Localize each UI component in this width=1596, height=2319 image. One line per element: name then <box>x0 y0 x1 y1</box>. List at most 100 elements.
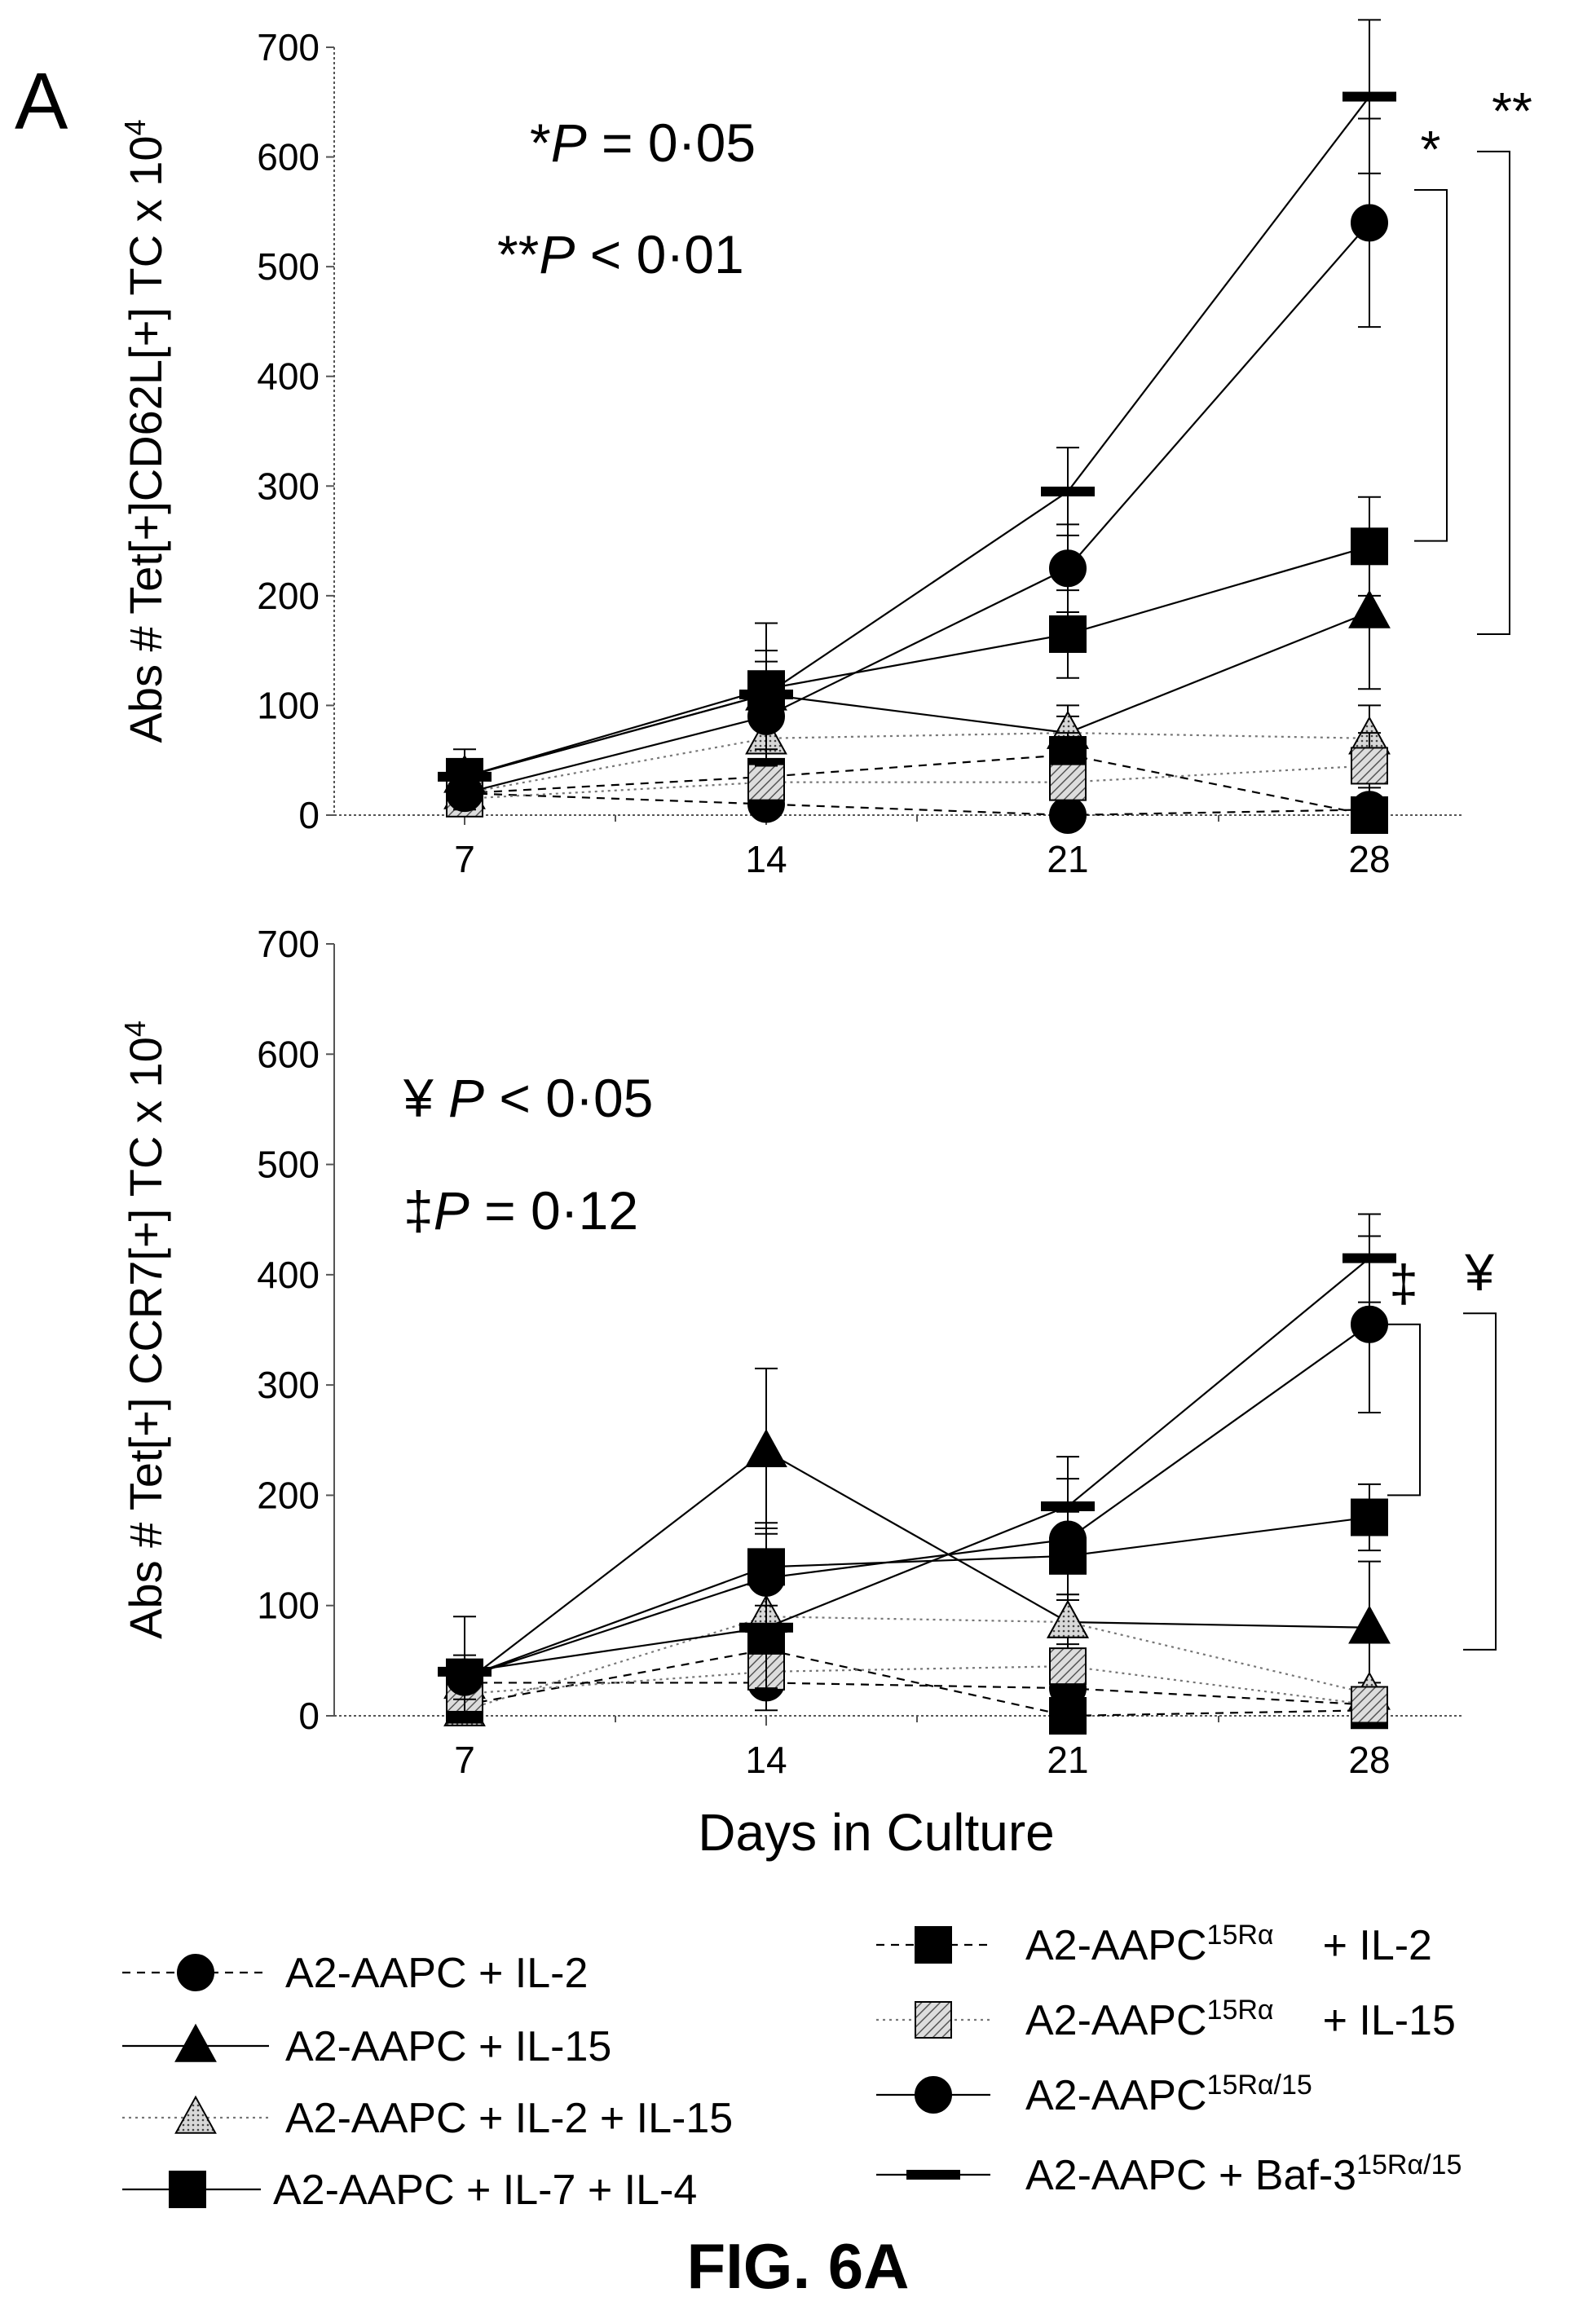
y-tick-label: 300 <box>257 465 320 507</box>
data-point <box>1049 763 1087 801</box>
legend-marker <box>915 2001 952 2039</box>
series-a2_il15 <box>443 1367 1391 1700</box>
series-line <box>464 1449 1370 1684</box>
y-tick-label: 600 <box>257 1033 320 1075</box>
series-line <box>464 753 1370 817</box>
significance-label: ‡ <box>1389 1254 1418 1313</box>
series-a2_il2 <box>446 774 1388 834</box>
legend-label-superscript: 15Rα/15 <box>1207 2070 1312 2101</box>
series-r15 <box>446 117 1388 813</box>
data-point <box>1348 1605 1391 1644</box>
significance-label: * <box>1421 120 1441 179</box>
data-point <box>739 1622 793 1633</box>
series-line <box>464 731 1370 795</box>
data-point <box>1047 1599 1089 1638</box>
y-axis-label-superscript: 4 <box>118 1021 152 1037</box>
legend-label-tail: + IL-15 <box>1323 1997 1456 2044</box>
annotation-p: P <box>448 1068 484 1128</box>
ccr7-chart: 0 100 200 300 400 500 600 700 7 14 21 28 Abs # Tet[+… <box>118 923 1497 1862</box>
y-axis-label: Abs # Tet[+]CD62L[+] TC x 104 <box>118 119 172 743</box>
y-tick-label: 200 <box>257 1474 320 1516</box>
x-tick-label: 21 <box>1047 1739 1088 1781</box>
data-point <box>1041 487 1095 497</box>
series-a2_il15 <box>443 534 1391 795</box>
y-tick-label: 600 <box>257 136 320 179</box>
panel-letter: A <box>15 56 68 146</box>
annotation-symbol: ¥ <box>403 1068 448 1128</box>
legend-entry-r_il15: A2-AAPC15Rα + IL-15 <box>876 1995 1456 2044</box>
legend-label-text: A2-AAPC <box>1025 2072 1207 2119</box>
y-tick-label: 500 <box>257 245 320 288</box>
legend-label: A2-AAPC15Rα/15 <box>1025 2070 1312 2119</box>
y-axis-label: Abs # Tet[+] CCR7[+] TC x 104 <box>118 1021 172 1639</box>
legend-label-superscript: 15Rα <box>1207 1995 1274 2026</box>
data-point <box>438 1666 492 1677</box>
legend-label: A2-AAPC + IL-2 + IL-15 <box>285 2095 733 2142</box>
series-line <box>464 1616 1370 1712</box>
significance-label: ¥ <box>1464 1243 1494 1302</box>
annotation: ¥ P < 0·05 <box>403 1068 653 1128</box>
legend-label: A2-AAPC + IL-2 <box>285 1950 588 1997</box>
legend-marker <box>177 1954 214 1991</box>
y-tick-label: 400 <box>257 1254 320 1296</box>
series-line <box>464 1648 1370 1717</box>
data-point <box>1351 1498 1388 1536</box>
legend-entry-r15: A2-AAPC15Rα/15 <box>876 2070 1312 2119</box>
series-a2_il2_il15 <box>443 704 1391 809</box>
legend-marker <box>174 2095 217 2134</box>
legend-marker <box>915 2076 952 2114</box>
legend-label-text: A2-AAPC + IL-2 <box>285 1950 588 1997</box>
data-point <box>1049 549 1087 588</box>
y-tick-label: 700 <box>257 923 320 965</box>
legend-label-text: A2-AAPC + IL-15 <box>285 2023 611 2070</box>
y-tick-label: 200 <box>257 575 320 617</box>
legend-label: A2-AAPC + IL-15 <box>285 2023 611 2070</box>
significance-bracket <box>1414 188 1448 542</box>
annotation: *P = 0·05 <box>530 112 756 173</box>
data-point <box>1342 91 1396 102</box>
legend-entry-a2_il7_il4: A2-AAPC + IL-7 + IL-4 <box>122 2167 697 2214</box>
x-tick-label: 14 <box>745 838 787 880</box>
legend: A2-AAPC + IL-2 A2-AAPC + IL-15 A2-AAPC + I… <box>122 1920 1462 2214</box>
x-tick-label: 28 <box>1348 838 1390 880</box>
annotation-text: = 0·12 <box>470 1180 638 1241</box>
y-tick-label: 0 <box>298 1695 320 1737</box>
series-line <box>464 791 1370 817</box>
legend-marker <box>169 2171 206 2208</box>
x-axis-label: Days in Culture <box>698 1803 1055 1862</box>
y-tick-label: 300 <box>257 1364 320 1406</box>
series-line <box>464 1516 1370 1678</box>
annotation-p: P <box>539 224 575 284</box>
legend-label: A2-AAPC + Baf-315Rα/15 <box>1025 2149 1462 2199</box>
y-tick-label: 700 <box>257 26 320 68</box>
series-baf3 <box>438 19 1396 805</box>
y-tick-label: 400 <box>257 355 320 398</box>
data-point <box>1351 204 1388 242</box>
data-point <box>1351 1305 1388 1343</box>
legend-marker <box>915 1926 952 1964</box>
series-baf3 <box>438 1213 1396 1717</box>
series-line <box>464 95 1370 778</box>
annotation: ‡P = 0·12 <box>403 1180 638 1241</box>
series-a2_il7_il4 <box>446 1483 1388 1696</box>
data-point <box>747 763 785 801</box>
annotation: **P < 0·01 <box>497 224 744 284</box>
data-point <box>1348 589 1391 628</box>
legend-label-tail: + IL-2 <box>1323 1922 1432 1969</box>
legend-label-text: A2-AAPC + IL-7 + IL-4 <box>273 2167 697 2214</box>
y-tick-label: 100 <box>257 684 320 726</box>
significance-bracket <box>1387 1323 1421 1497</box>
data-point <box>1049 615 1087 653</box>
series-line <box>464 611 1370 778</box>
significance-bracket <box>1463 1312 1497 1651</box>
series-r15 <box>446 1235 1388 1700</box>
x-tick-label: 7 <box>454 1739 475 1781</box>
series-line <box>464 765 1370 800</box>
x-tick-label: 21 <box>1047 838 1088 880</box>
legend-label-text: A2-AAPC + IL-2 + IL-15 <box>285 2095 733 2142</box>
legend-entry-a2_il15: A2-AAPC + IL-15 <box>122 2023 611 2070</box>
legend-entry-baf3: A2-AAPC + Baf-315Rα/15 <box>876 2149 1462 2199</box>
series-line <box>464 1257 1370 1673</box>
data-point <box>1041 1501 1095 1511</box>
